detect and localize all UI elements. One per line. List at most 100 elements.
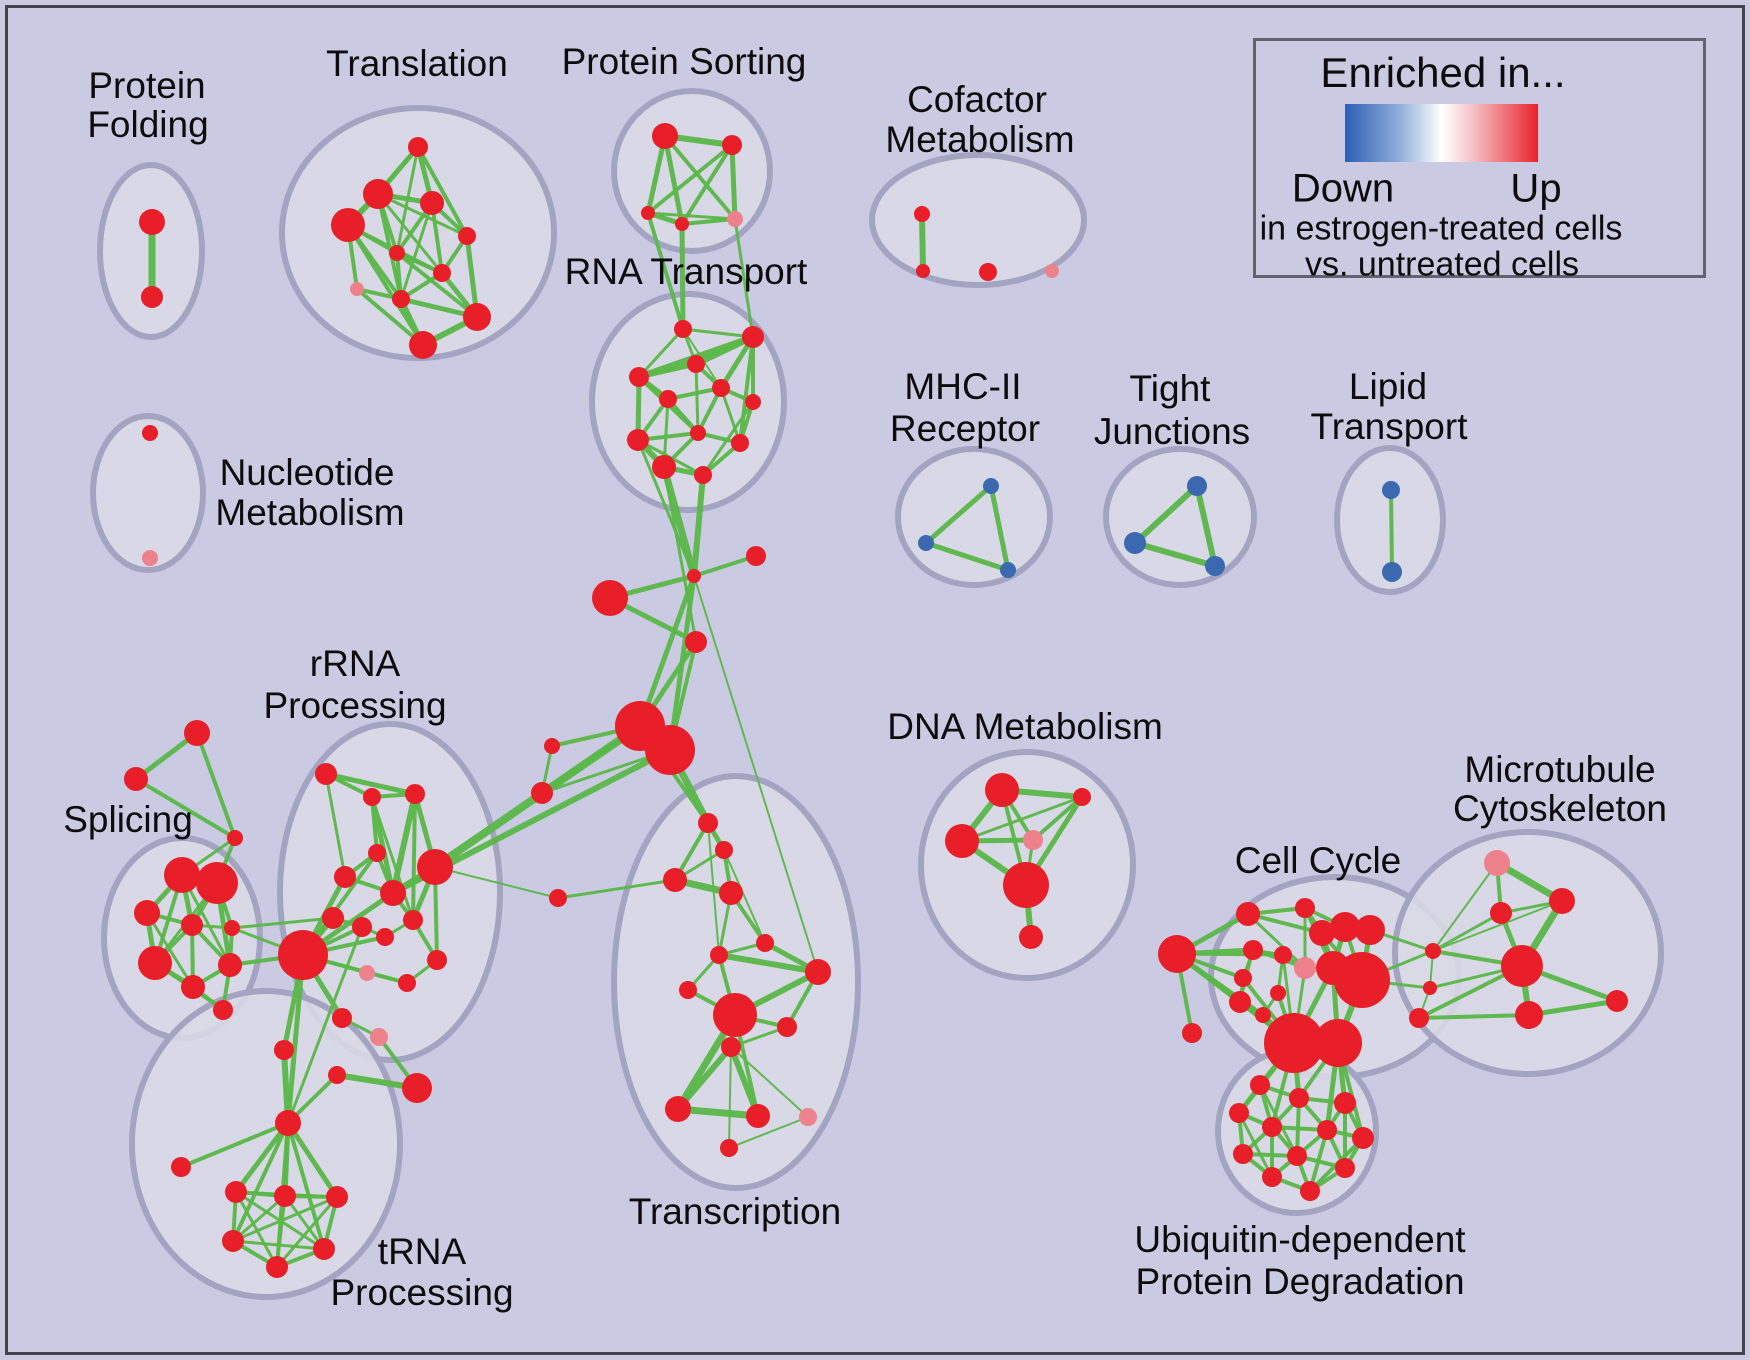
- node-sp6: [138, 946, 172, 980]
- node-d2: [1073, 788, 1091, 806]
- cluster-label-microtubule-line2: Cytoskeleton: [1453, 788, 1667, 829]
- edge-t6-t10: [395, 251, 479, 319]
- node-pf1: [139, 209, 165, 235]
- edge-xb1-xb2: [674, 1105, 762, 1120]
- node-x3: [805, 959, 831, 985]
- legend-title: Enriched in...: [1320, 49, 1566, 96]
- cluster-label-rna-transport: RNA Transport: [564, 251, 808, 292]
- cluster-label-rrna-line2: Processing: [263, 685, 447, 726]
- node-lp2: [1382, 562, 1402, 582]
- cluster-label-cofactor-line1: Cofactor: [907, 79, 1047, 120]
- legend-color-gradient: [1345, 104, 1538, 162]
- node-r12: [694, 466, 712, 484]
- node-tC: [227, 830, 243, 846]
- node-q17: [402, 1073, 432, 1103]
- cluster-label-cofactor-line2: Metabolism: [885, 119, 1075, 160]
- node-c4: [685, 631, 707, 653]
- node-ko2: [1182, 1023, 1202, 1043]
- node-sp1: [164, 857, 200, 893]
- node-ow: [549, 889, 567, 907]
- edge-s2-s4: [680, 143, 734, 226]
- node-nm1: [142, 425, 158, 441]
- edge-ow-q7: [434, 866, 559, 899]
- cluster-ellipse-tight-junctions: [1103, 446, 1257, 588]
- edge-th-to: [179, 1121, 290, 1169]
- edge-h2-h6: [275, 1194, 287, 1269]
- edge-h1-h6: [234, 1190, 279, 1269]
- node-xp: [799, 1108, 817, 1126]
- node-mh1: [983, 478, 999, 494]
- node-q3: [405, 784, 425, 804]
- node-d1: [985, 773, 1019, 807]
- cluster-ellipse-mhc-receptor: [895, 446, 1053, 588]
- cluster-label-mhc-line1: MHC-II: [904, 366, 1022, 407]
- edge-t2-t5: [376, 192, 469, 238]
- node-r10: [731, 434, 749, 452]
- edge-tr2-x1: [723, 849, 766, 944]
- node-k14: [1264, 1013, 1324, 1073]
- cluster-label-ubiquitin-line1: Ubiquitin-dependent: [1134, 1219, 1466, 1260]
- edge-th-h3: [285, 1120, 340, 1200]
- node-u4: [1229, 1103, 1249, 1123]
- cluster-label-microtubule-line1: Microtubule: [1464, 749, 1656, 790]
- edge-th-h4: [231, 1121, 290, 1243]
- node-m5: [1515, 1001, 1543, 1029]
- node-h4: [222, 1230, 244, 1252]
- edge-r1-r2: [681, 327, 755, 339]
- node-sp7: [218, 953, 242, 977]
- cluster-label-dna-metabolism: DNA Metabolism: [887, 706, 1163, 747]
- edge-d2-d3: [960, 795, 1084, 843]
- node-q13: [398, 974, 416, 992]
- node-t1: [408, 137, 428, 157]
- legend-caption-line1: in estrogen-treated cells: [1259, 209, 1623, 248]
- cluster-label-splicing: Splicing: [63, 799, 193, 840]
- node-k1: [1236, 902, 1260, 926]
- node-tr3: [663, 868, 687, 892]
- edge-tj2-tj3: [1132, 540, 1218, 569]
- node-m2: [1490, 902, 1512, 924]
- cluster-label-translation: Translation: [326, 43, 508, 84]
- node-t9: [392, 290, 410, 308]
- node-qp: [359, 965, 375, 981]
- node-r8: [690, 425, 706, 441]
- node-h2: [274, 1185, 296, 1207]
- edge-xp-xb3: [728, 1116, 809, 1149]
- node-r7: [745, 394, 761, 410]
- edge-lp1-lp2: [1389, 488, 1394, 574]
- edge-q1-q5: [324, 772, 347, 879]
- node-d3: [945, 824, 979, 858]
- cluster-label-protein-folding-line2: Folding: [87, 104, 209, 145]
- cluster-label-nucleotide-line2: Metabolism: [215, 492, 405, 533]
- node-w2: [531, 782, 553, 804]
- node-s4: [675, 217, 689, 231]
- edge-tA-tC: [195, 731, 237, 840]
- cluster-ellipse-nucleotide-metabolism: [90, 413, 206, 573]
- node-r11: [652, 455, 676, 479]
- node-ko: [1158, 935, 1196, 973]
- node-d4: [1003, 862, 1049, 908]
- node-q11: [403, 910, 423, 930]
- node-k12: [1229, 991, 1251, 1013]
- node-lp1: [1382, 481, 1400, 499]
- node-pf2: [141, 286, 163, 308]
- cluster-label-ubiquitin-line2: Protein Degradation: [1135, 1261, 1465, 1302]
- node-h1: [225, 1181, 247, 1203]
- legend-caption-line2: vs. untreated cells: [1304, 245, 1580, 284]
- edge-q2-q6: [369, 794, 396, 896]
- node-s1: [652, 123, 678, 149]
- cluster-ellipse-trna-processing: [129, 988, 403, 1300]
- node-k16: [1425, 943, 1441, 959]
- cluster-label-rrna-line1: rRNA: [309, 643, 401, 684]
- edge-c1-c2: [692, 554, 758, 578]
- edge-c1-hb1: [637, 573, 697, 729]
- node-sp3: [134, 900, 160, 926]
- node-mh2: [918, 535, 934, 551]
- node-q14: [332, 1008, 352, 1028]
- edge-s3-r1: [646, 211, 685, 331]
- cluster-label-mhc-line2: Receptor: [889, 408, 1041, 449]
- node-co3: [979, 263, 997, 281]
- cluster-label-trna-line1: tRNA: [377, 1231, 467, 1272]
- node-t11: [409, 331, 437, 359]
- edge-q2-q11: [370, 795, 415, 922]
